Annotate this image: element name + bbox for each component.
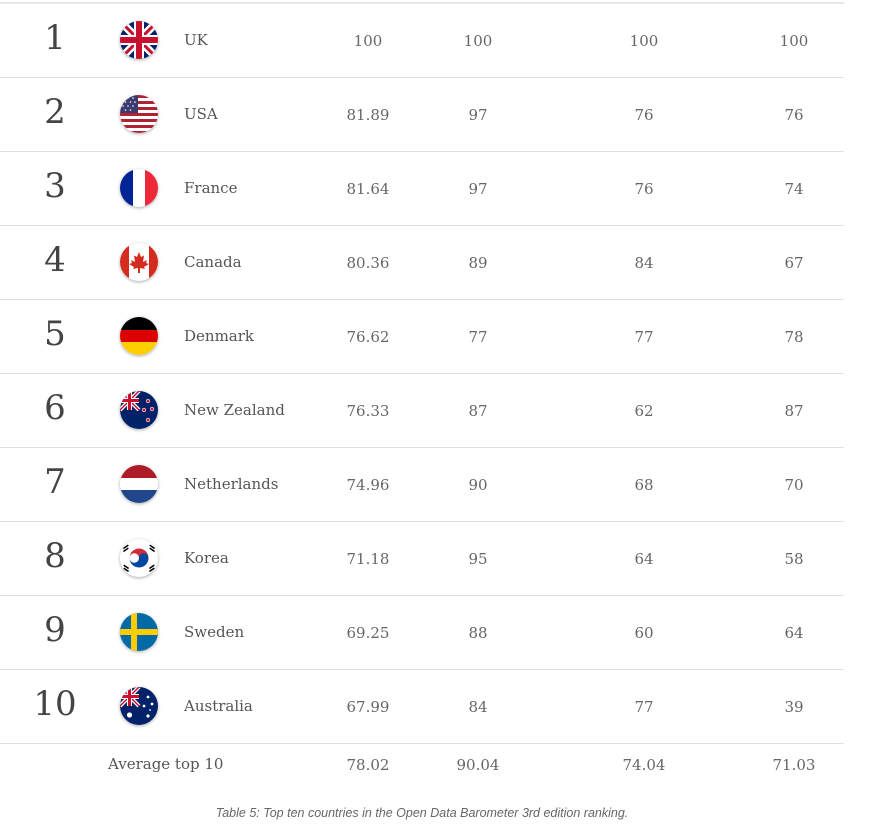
score-overall: 76.33 — [346, 402, 390, 420]
rank-number: 8 — [44, 536, 66, 576]
score-impact: 74 — [784, 180, 804, 198]
score-implementation: 68 — [634, 476, 654, 494]
country-name: Denmark — [184, 327, 254, 345]
country-name: Australia — [184, 697, 253, 715]
score-implementation: 76 — [634, 106, 654, 124]
score-implementation: 77 — [634, 328, 654, 346]
score-readiness: 87 — [468, 402, 488, 420]
rank-number: 7 — [44, 462, 66, 502]
table-row: 8 Korea 71.18 95 64 58 — [0, 522, 844, 596]
country-name: France — [184, 179, 238, 197]
rank-number: 9 — [44, 610, 66, 650]
score-overall: 67.99 — [346, 698, 390, 716]
table-row: 9 Sweden 69.25 88 60 64 — [0, 596, 844, 670]
score-implementation: 76 — [634, 180, 654, 198]
table-row: 5 Denmark 76.62 77 77 78 — [0, 300, 844, 374]
score-impact: 67 — [784, 254, 804, 272]
score-impact: 58 — [784, 550, 804, 568]
score-impact: 64 — [784, 624, 804, 642]
country-name: USA — [184, 105, 218, 123]
score-overall: 76.62 — [346, 328, 390, 346]
ranking-table: 1 UK 100 100 100 100 2 USA 81.89 97 76 76… — [0, 2, 844, 784]
rank-number: 4 — [44, 240, 66, 280]
score-readiness: 100 — [463, 32, 493, 50]
country-name: New Zealand — [184, 401, 285, 419]
rank-number: 6 — [44, 388, 66, 428]
score-readiness: 89 — [468, 254, 488, 272]
score-readiness: 84 — [468, 698, 488, 716]
table-row: 3 France 81.64 97 76 74 — [0, 152, 844, 226]
germany-flag-icon — [120, 317, 158, 355]
rank-number: 3 — [44, 166, 66, 206]
country-name: UK — [184, 31, 208, 49]
rank-number: 1 — [44, 18, 66, 58]
netherlands-flag-icon — [120, 465, 158, 503]
rank-number: 10 — [33, 684, 77, 724]
table-row: 1 UK 100 100 100 100 — [0, 4, 844, 78]
country-name: Netherlands — [184, 475, 279, 493]
score-readiness: 97 — [468, 106, 488, 124]
table-row: 2 USA 81.89 97 76 76 — [0, 78, 844, 152]
score-impact: 76 — [784, 106, 804, 124]
uk-flag-icon — [120, 21, 158, 59]
table-row: 4 Canada 80.36 89 84 67 — [0, 226, 844, 300]
france-flag-icon — [120, 169, 158, 207]
usa-flag-icon — [120, 95, 158, 133]
score-readiness: 95 — [468, 550, 488, 568]
score-overall: 81.64 — [346, 180, 390, 198]
score-impact: 39 — [784, 698, 804, 716]
rank-number: 2 — [44, 92, 66, 132]
table-row: 6 New Zealand 76.33 87 62 87 — [0, 374, 844, 448]
rank-number: 5 — [44, 314, 66, 354]
average-impact: 71.03 — [772, 756, 816, 774]
score-readiness: 97 — [468, 180, 488, 198]
canada-flag-icon — [120, 243, 158, 281]
table-row: 7 Netherlands 74.96 90 68 70 — [0, 448, 844, 522]
country-name: Sweden — [184, 623, 245, 641]
average-readiness: 90.04 — [456, 756, 500, 774]
score-overall: 81.89 — [346, 106, 390, 124]
average-implementation: 74.04 — [622, 756, 666, 774]
score-implementation: 62 — [634, 402, 654, 420]
new-zealand-flag-icon — [120, 391, 158, 429]
score-overall: 71.18 — [346, 550, 390, 568]
score-implementation: 84 — [634, 254, 654, 272]
average-label: Average top 10 — [108, 755, 224, 773]
score-readiness: 90 — [468, 476, 488, 494]
table-row: 10 Australia 67.99 84 77 39 — [0, 670, 844, 744]
score-overall: 74.96 — [346, 476, 390, 494]
score-overall: 69.25 — [346, 624, 390, 642]
score-impact: 70 — [784, 476, 804, 494]
score-readiness: 77 — [468, 328, 488, 346]
score-impact: 100 — [779, 32, 809, 50]
score-implementation: 77 — [634, 698, 654, 716]
score-overall: 80.36 — [346, 254, 390, 272]
table-caption: Table 5: Top ten countries in the Open D… — [215, 806, 629, 820]
australia-flag-icon — [120, 687, 158, 725]
sweden-flag-icon — [120, 613, 158, 651]
score-implementation: 60 — [634, 624, 654, 642]
score-impact: 87 — [784, 402, 804, 420]
score-overall: 100 — [353, 32, 383, 50]
country-name: Canada — [184, 253, 242, 271]
korea-flag-icon — [120, 539, 158, 577]
average-overall: 78.02 — [346, 756, 390, 774]
score-implementation: 100 — [629, 32, 659, 50]
country-name: Korea — [184, 549, 229, 567]
score-impact: 78 — [784, 328, 804, 346]
score-implementation: 64 — [634, 550, 654, 568]
average-row: Average top 10 78.02 90.04 74.04 71.03 — [0, 744, 844, 784]
score-readiness: 88 — [468, 624, 488, 642]
